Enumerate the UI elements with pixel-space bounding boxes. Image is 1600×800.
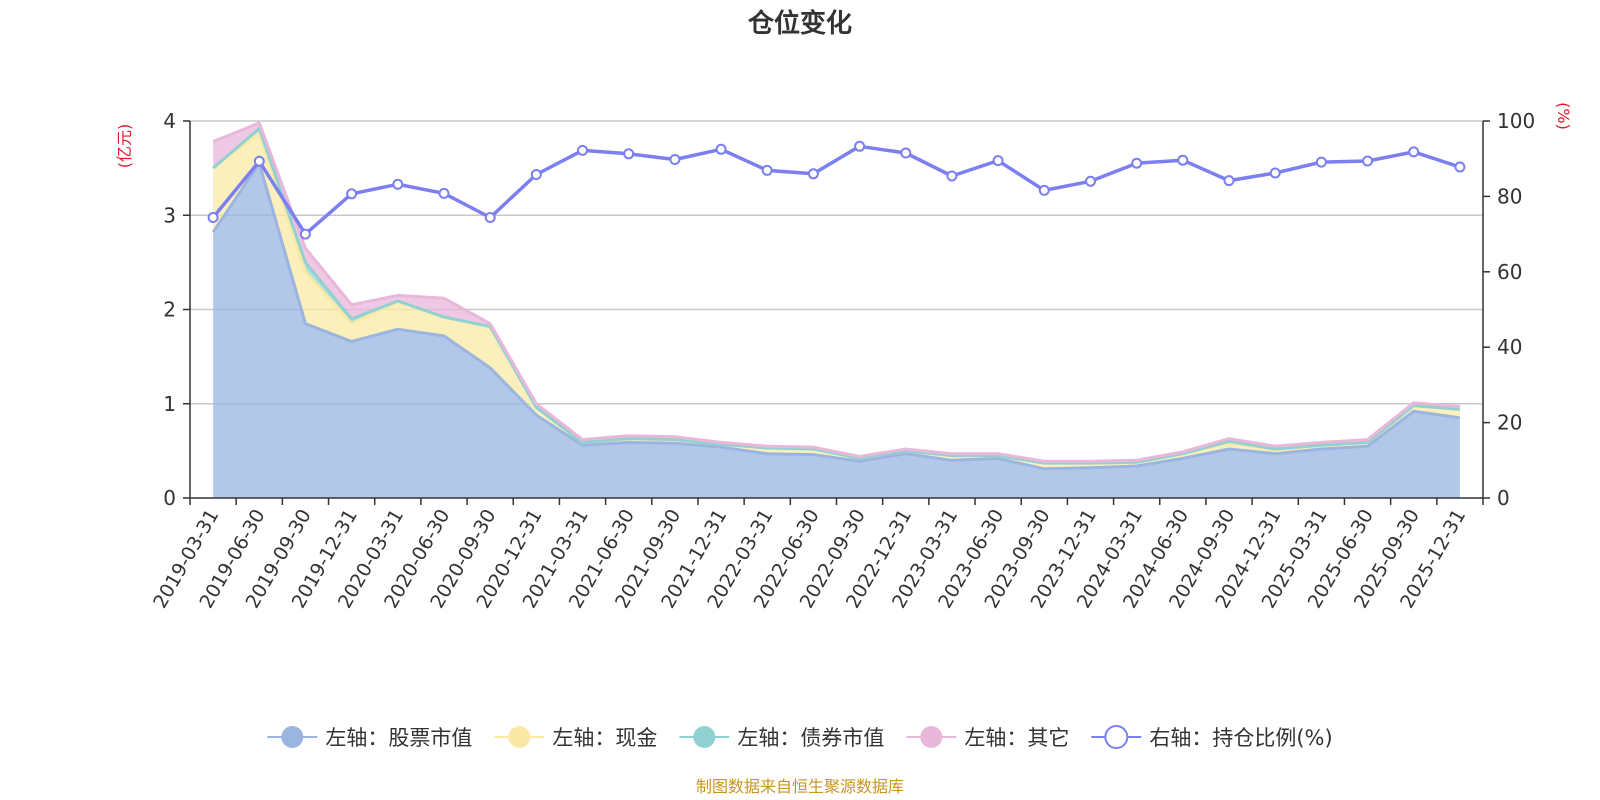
legend-label-1: 左轴：现金 <box>552 726 657 750</box>
left-tick-label-1: 1 <box>163 392 176 416</box>
ratio-point-26[interactable] <box>1408 146 1420 158</box>
ratio-point-27[interactable] <box>1454 161 1466 173</box>
area-edge-series-0 <box>211 159 1461 471</box>
right-tick-label-1: 20 <box>1497 411 1522 435</box>
right-tick-label-5: 100 <box>1497 109 1535 133</box>
left-tick-label-3: 3 <box>163 203 176 227</box>
data-source: 制图数据来自恒生聚源数据库 <box>696 777 904 796</box>
legend-marker-4 <box>1104 725 1129 749</box>
left-axis-unit: (亿元) <box>115 124 134 169</box>
legend: 左轴：股票市值 左轴：现金 左轴：债券市值 左轴：其它 右轴：持仓比例(%) <box>267 725 1333 750</box>
ratio-point-15[interactable] <box>900 147 912 159</box>
legend-marker-1 <box>508 726 531 748</box>
ratio-point-13[interactable] <box>807 168 819 180</box>
ratio-point-21[interactable] <box>1177 154 1189 166</box>
ratio-point-5[interactable] <box>438 187 450 199</box>
ratio-point-10[interactable] <box>669 154 681 165</box>
ratio-point-24[interactable] <box>1315 156 1327 168</box>
ratio-point-11[interactable] <box>715 143 727 155</box>
right-tick-label-3: 60 <box>1497 260 1522 284</box>
legend-item-2[interactable]: 左轴：债券市值 <box>679 726 884 750</box>
area-edge-series-2 <box>212 125 1461 465</box>
right-tick-label-0: 0 <box>1497 486 1510 510</box>
area-series-0 <box>213 163 1460 498</box>
ratio-point-9[interactable] <box>623 148 635 160</box>
legend-marker-0 <box>281 726 304 748</box>
right-tick-label-4: 80 <box>1497 184 1522 208</box>
ratio-point-16[interactable] <box>946 170 958 182</box>
right-axis-unit: (%) <box>1554 102 1573 130</box>
ratio-point-22[interactable] <box>1223 175 1235 187</box>
legend-item-1[interactable]: 左轴：现金 <box>494 726 657 750</box>
legend-item-4[interactable]: 右轴：持仓比例(%) <box>1091 725 1333 750</box>
ratio-point-7[interactable] <box>530 169 542 180</box>
chart-title: 仓位变化 <box>747 8 852 39</box>
ratio-point-17[interactable] <box>992 155 1004 167</box>
ratio-line <box>207 140 1466 240</box>
area-edges <box>211 120 1461 471</box>
legend-marker-2 <box>693 726 716 748</box>
legend-label-3: 左轴：其它 <box>964 726 1069 750</box>
ratio-point-20[interactable] <box>1131 157 1143 169</box>
left-tick-label-0: 0 <box>163 486 176 510</box>
ratio-point-12[interactable] <box>761 164 773 176</box>
legend-marker-3 <box>920 726 943 748</box>
ratio-point-19[interactable] <box>1085 175 1096 187</box>
left-tick-label-2: 2 <box>163 298 176 322</box>
ratio-point-0[interactable] <box>207 212 219 223</box>
ratio-point-23[interactable] <box>1269 167 1281 179</box>
ratio-point-14[interactable] <box>854 140 866 152</box>
legend-label-0: 左轴：股票市值 <box>325 726 472 750</box>
ratio-point-1[interactable] <box>253 155 265 167</box>
ratio-point-3[interactable] <box>346 188 358 200</box>
ratio-point-18[interactable] <box>1038 184 1050 196</box>
ratio-point-4[interactable] <box>392 178 404 190</box>
ratio-point-6[interactable] <box>484 212 496 223</box>
ratio-line-path <box>211 144 1461 236</box>
legend-label-4: 右轴：持仓比例(%) <box>1149 726 1332 750</box>
ratio-point-8[interactable] <box>577 144 588 156</box>
area-edge-series-3 <box>212 120 1461 463</box>
stacked-areas <box>213 122 1460 498</box>
legend-item-0[interactable]: 左轴：股票市值 <box>267 726 472 750</box>
right-tick-label-2: 40 <box>1497 335 1522 359</box>
left-tick-label-4: 4 <box>163 109 176 133</box>
legend-item-3[interactable]: 左轴：其它 <box>906 726 1069 750</box>
ratio-point-25[interactable] <box>1362 155 1374 167</box>
legend-label-2: 左轴：债券市值 <box>737 726 884 750</box>
ratio-point-2[interactable] <box>299 228 311 240</box>
